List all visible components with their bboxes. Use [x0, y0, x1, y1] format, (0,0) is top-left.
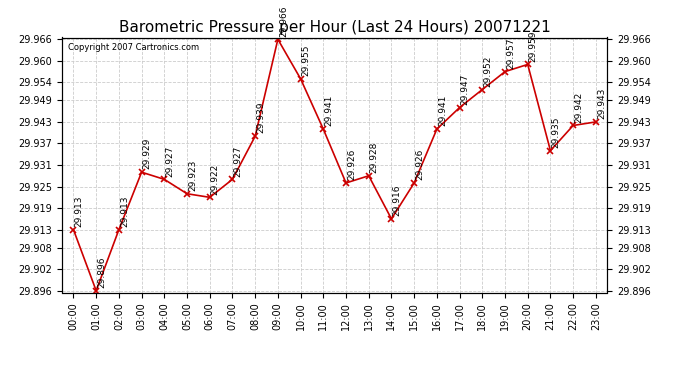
Text: 29.896: 29.896	[97, 256, 106, 288]
Text: Copyright 2007 Cartronics.com: Copyright 2007 Cartronics.com	[68, 43, 199, 52]
Text: 29.941: 29.941	[324, 95, 333, 126]
Text: 29.923: 29.923	[188, 160, 197, 191]
Text: 29.947: 29.947	[461, 74, 470, 105]
Title: Barometric Pressure per Hour (Last 24 Hours) 20071221: Barometric Pressure per Hour (Last 24 Ho…	[119, 20, 551, 35]
Text: 29.939: 29.939	[256, 102, 265, 134]
Text: 29.929: 29.929	[143, 138, 152, 170]
Text: 29.966: 29.966	[279, 5, 288, 36]
Text: 29.955: 29.955	[302, 45, 310, 76]
Text: 29.943: 29.943	[597, 88, 606, 119]
Text: 29.927: 29.927	[166, 145, 175, 177]
Text: 29.926: 29.926	[415, 149, 424, 180]
Text: 29.927: 29.927	[233, 145, 242, 177]
Text: 29.922: 29.922	[210, 163, 220, 195]
Text: 29.928: 29.928	[370, 142, 379, 173]
Text: 29.913: 29.913	[75, 195, 83, 227]
Text: 29.916: 29.916	[393, 184, 402, 216]
Text: 29.957: 29.957	[506, 38, 515, 69]
Text: 29.935: 29.935	[551, 116, 560, 148]
Text: 29.952: 29.952	[483, 56, 493, 87]
Text: 29.942: 29.942	[574, 92, 583, 123]
Text: 29.913: 29.913	[120, 195, 129, 227]
Text: 29.926: 29.926	[347, 149, 356, 180]
Text: 29.959: 29.959	[529, 30, 538, 62]
Text: 29.941: 29.941	[438, 95, 447, 126]
